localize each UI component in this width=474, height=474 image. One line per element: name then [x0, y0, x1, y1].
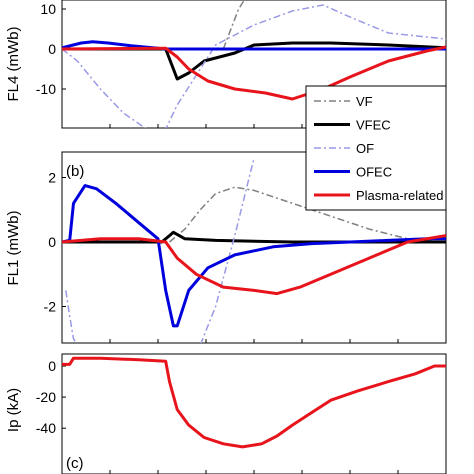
legend-label-of: OF	[356, 141, 374, 156]
y-tick-label: 0	[48, 41, 56, 57]
legend-label-ofec: OFEC	[356, 165, 392, 180]
y-axis-label-a: FL4 (mWb)	[5, 26, 22, 101]
legend-label-vfec: VFEC	[356, 118, 391, 133]
series-vf-a	[222, 0, 246, 50]
y-tick-label: 2	[48, 170, 56, 186]
series-plasma-related-b	[62, 234, 446, 296]
y-axis-label-c: Ip (kA)	[5, 388, 22, 432]
y-tick-label: -40	[36, 420, 56, 436]
series-vfec-a	[62, 41, 446, 81]
y-tick-label: -20	[36, 389, 56, 405]
y-tick-label: 0	[48, 358, 56, 374]
y-axis-label-b: FL1 (mWb)	[5, 210, 22, 285]
series-group-c	[62, 356, 446, 449]
panel-label-b: (b)	[66, 163, 84, 180]
legend-label-plasma-related: Plasma-related	[356, 188, 443, 203]
legend: VF VFEC OF OFEC Plasma-related	[305, 85, 447, 211]
panel-label-c: (c)	[66, 455, 84, 472]
series-ofec-b	[62, 184, 446, 328]
panel-c: 0 -20 -40 Ip (kA)	[5, 353, 447, 474]
legend-label-vf: VF	[356, 94, 373, 109]
y-tick-label: -10	[36, 81, 56, 97]
series-of-a	[62, 4, 446, 128]
series-vf-b	[169, 186, 446, 243]
y-tick-label: -2	[44, 299, 57, 315]
series-of-b	[65, 157, 255, 343]
axes-frame-c	[61, 353, 447, 474]
series-plasma-related-c	[62, 356, 446, 449]
panel-a: 10 0 -10 FL4 (mWb)	[5, 0, 447, 129]
series-group-a	[62, 0, 446, 128]
y-tick-label: 10	[40, 1, 56, 17]
panel-b: 2 0 -2 FL1 (mWb)	[5, 151, 447, 344]
series-group-b	[62, 157, 446, 343]
series-plasma-related-a	[62, 45, 446, 101]
y-tick-label: 0	[48, 234, 56, 250]
